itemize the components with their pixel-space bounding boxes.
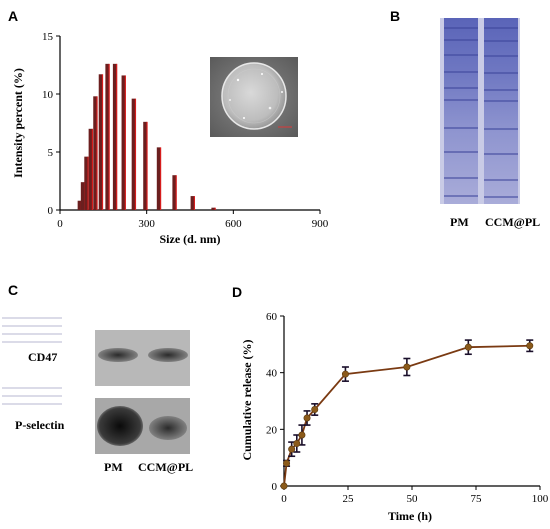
a-bar (105, 63, 109, 211)
d-data-point (303, 414, 311, 422)
blot-lane-label-ccm-pl: CCM@PL (138, 460, 194, 474)
a-ylabel: Intensity percent (%) (11, 68, 25, 178)
tem-inset-image (210, 57, 298, 137)
a-bar-highlight (108, 63, 110, 211)
d-data-point (298, 431, 306, 439)
a-bar-highlight (134, 98, 137, 210)
d-data-point (403, 363, 411, 371)
sds-page-gel (440, 18, 520, 204)
gel-lane-pm (444, 18, 478, 204)
a-xtick-label: 600 (225, 218, 242, 230)
a-bar-highlight (146, 121, 148, 210)
a-bar-highlight (175, 175, 177, 210)
a-xtick-label: 0 (57, 218, 63, 230)
a-bar (156, 147, 161, 210)
a-bar (143, 121, 147, 210)
a-ytick-label: 5 (48, 147, 54, 159)
a-bar-highlight (214, 207, 216, 210)
d-xlabel: Time (h) (388, 509, 432, 523)
a-ytick-label: 15 (42, 31, 54, 43)
a-xtick-label: 900 (312, 218, 329, 230)
a-bar-highlight (91, 128, 94, 210)
d-data-point (288, 445, 296, 453)
a-bar (131, 98, 136, 210)
blot-row-label-cd47: CD47 (28, 350, 58, 364)
d-ytick-label: 60 (266, 311, 278, 323)
gel-lane-label-ccm-pl: CCM@PL (485, 215, 541, 229)
a-xlabel: Size (d. nm) (160, 232, 221, 246)
a-bar (93, 96, 97, 210)
panel-d-letter: D (232, 284, 243, 300)
d-ytick-label: 0 (272, 481, 278, 493)
a-ytick-label: 10 (42, 89, 54, 101)
a-bar-highlight (101, 74, 104, 210)
a-bar (84, 156, 88, 210)
d-data-point (311, 405, 319, 413)
a-bar (88, 128, 93, 210)
gel-lane-label-pm: PM (450, 215, 469, 229)
d-ytick-label: 20 (266, 424, 278, 436)
d-xtick-label: 100 (532, 493, 549, 505)
a-bar-highlight (193, 196, 195, 210)
size-distribution-chart: 0 300 600 900 0 5 10 15 Size (d. nm) Intensity … (11, 31, 329, 246)
a-bar (112, 63, 117, 211)
d-data-point (526, 342, 534, 350)
a-bar-highlight (160, 147, 162, 210)
a-bar (98, 74, 103, 210)
gel-lane-ccm-pl (484, 18, 518, 204)
panel-a-letter: A (8, 8, 19, 24)
a-bar-highlight (124, 75, 126, 210)
a-bar (121, 75, 126, 210)
a-bar (77, 200, 82, 210)
a-bar (80, 182, 85, 210)
a-bar (172, 175, 176, 210)
panel-c-letter: C (8, 282, 19, 298)
d-data-point (341, 370, 349, 378)
d-ytick-label: 40 (266, 368, 278, 380)
a-bar (211, 207, 215, 210)
blot-row-label-p-selectin: P-selectin (15, 418, 65, 432)
a-bar (190, 196, 195, 210)
d-data-point (293, 439, 301, 447)
d-data-point (280, 482, 288, 490)
d-data-point (464, 343, 472, 351)
d-xtick-label: 50 (407, 493, 419, 505)
d-xtick-label: 25 (343, 493, 355, 505)
d-xtick-label: 0 (281, 493, 287, 505)
a-ytick-label: 0 (48, 205, 54, 217)
d-xtick-label: 75 (471, 493, 483, 505)
blot-lane-label-pm: PM (104, 460, 123, 474)
western-blot (2, 317, 190, 454)
a-xtick-label: 300 (138, 218, 155, 230)
a-bar-highlight (116, 63, 118, 211)
d-ylabel: Cumulative release (%) (240, 339, 254, 460)
a-bar-highlight (96, 96, 98, 210)
panel-b-letter: B (390, 8, 401, 24)
a-bar-highlight (87, 156, 89, 210)
release-curve-chart: 0 25 50 75 100 0 20 40 60 Time (h) Cumulative re… (240, 311, 549, 523)
d-data-point (283, 459, 291, 467)
